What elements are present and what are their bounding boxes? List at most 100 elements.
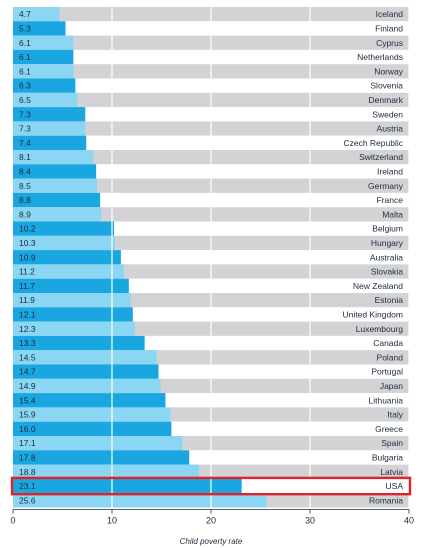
bar: [13, 378, 161, 394]
x-tick-label: 30: [305, 516, 315, 526]
category-label: USA: [386, 481, 404, 491]
bar-value-label: 10.2: [19, 224, 36, 234]
category-label: Romania: [369, 495, 403, 505]
bar-value-label: 11.2: [19, 267, 35, 277]
bar: [13, 421, 172, 436]
bar-value-label: 13.3: [19, 338, 36, 348]
highlight-box: [10, 476, 412, 496]
bar-value-label: 6.1: [19, 52, 31, 62]
bar-value-label: 8.4: [19, 166, 31, 176]
category-label: Spain: [381, 438, 403, 448]
category-label: Belgium: [372, 224, 403, 234]
bar: [13, 192, 101, 208]
bar: [13, 293, 131, 308]
bar-value-label: 6.3: [19, 81, 31, 91]
bar: [13, 307, 133, 322]
bar: [13, 478, 242, 494]
bar: [13, 393, 166, 408]
bars: [13, 7, 267, 508]
category-label: Estonia: [375, 295, 404, 305]
x-tick-label: 20: [206, 516, 216, 526]
category-label: Lithuania: [368, 395, 403, 405]
category-label: Switzerland: [359, 152, 403, 162]
category-label: Poland: [377, 352, 404, 362]
bar: [13, 135, 87, 150]
bar-value-label: 10.9: [19, 252, 36, 262]
bar-value-label: 4.7: [19, 9, 31, 19]
bar-value-label: 14.5: [19, 352, 36, 362]
category-label: United Kingdom: [343, 309, 403, 319]
category-label: France: [377, 195, 404, 205]
bar: [13, 450, 190, 465]
bar-value-label: 17.8: [19, 452, 36, 462]
bar-value-label: 7.3: [19, 109, 31, 119]
bar-value-label: 11.7: [19, 281, 35, 291]
bar: [13, 178, 98, 193]
bar-value-label: 15.9: [19, 410, 36, 420]
x-axis-label: Child poverty rate: [180, 537, 243, 546]
bar: [13, 107, 86, 122]
bar: [13, 221, 114, 236]
bar-value-label: 12.1: [19, 309, 36, 319]
bar: [13, 321, 135, 336]
category-label: Portugal: [371, 367, 403, 377]
bar-value-label: 14.7: [19, 367, 36, 377]
category-label: Norway: [374, 66, 404, 76]
bar-value-label: 8.9: [19, 209, 31, 219]
bar-value-label: 7.3: [19, 124, 31, 134]
category-label: Ireland: [377, 166, 403, 176]
bar: [13, 278, 129, 293]
bar: [13, 35, 74, 50]
bar-value-label: 12.3: [19, 324, 36, 334]
bar: [13, 78, 76, 93]
bar: [13, 92, 78, 108]
bar-value-label: 6.5: [19, 95, 31, 105]
bar: [13, 264, 124, 279]
bar: [13, 21, 66, 36]
bar-value-label: 25.6: [19, 495, 36, 505]
bar-value-label: 15.4: [19, 395, 36, 405]
category-label: Slovakia: [371, 267, 403, 277]
category-label: Greece: [375, 424, 403, 434]
category-label: Japan: [380, 381, 403, 391]
bar-value-label: 10.3: [19, 238, 36, 248]
category-label: Germany: [368, 181, 404, 191]
bar-value-label: 14.9: [19, 381, 36, 391]
bar: [13, 350, 157, 365]
row-labels: 4.7 Iceland 5.3 Finland 6.1 Cyprus 6.1 Netherla…: [19, 9, 404, 505]
x-axis: Child poverty rate 0 10 20 30 40: [10, 509, 414, 546]
bar: [13, 64, 74, 79]
bar-value-label: 23.1: [19, 481, 36, 491]
bar-value-label: 8.1: [19, 152, 31, 162]
category-label: Cyprus: [376, 38, 403, 48]
bar: [13, 121, 86, 136]
category-label: Australia: [370, 252, 403, 262]
category-label: Sweden: [372, 109, 403, 119]
bar-value-label: 7.4: [19, 138, 31, 148]
category-label: Luxembourg: [356, 324, 404, 334]
bar: [13, 364, 159, 379]
bar-value-label: 18.8: [19, 467, 36, 477]
category-label: Italy: [387, 410, 403, 420]
bar: [13, 7, 60, 22]
x-tick-label: 40: [404, 516, 414, 526]
category-label: Latvia: [380, 467, 403, 477]
bar: [13, 150, 94, 165]
bar: [13, 464, 200, 479]
category-label: Czech Republic: [343, 138, 403, 148]
category-label: Iceland: [376, 9, 404, 19]
bar: [13, 250, 121, 265]
bar: [13, 207, 102, 222]
bar-value-label: 11.9: [19, 295, 35, 305]
gridlines: [111, 7, 410, 508]
bar: [13, 493, 267, 508]
category-label: Malta: [382, 209, 403, 219]
bar-value-label: 5.3: [19, 23, 31, 33]
category-label: Denmark: [369, 95, 404, 105]
category-label: Hungary: [371, 238, 404, 248]
category-label: Finland: [375, 23, 403, 33]
highlight-group: [10, 476, 412, 496]
bar-value-label: 6.1: [19, 38, 31, 48]
